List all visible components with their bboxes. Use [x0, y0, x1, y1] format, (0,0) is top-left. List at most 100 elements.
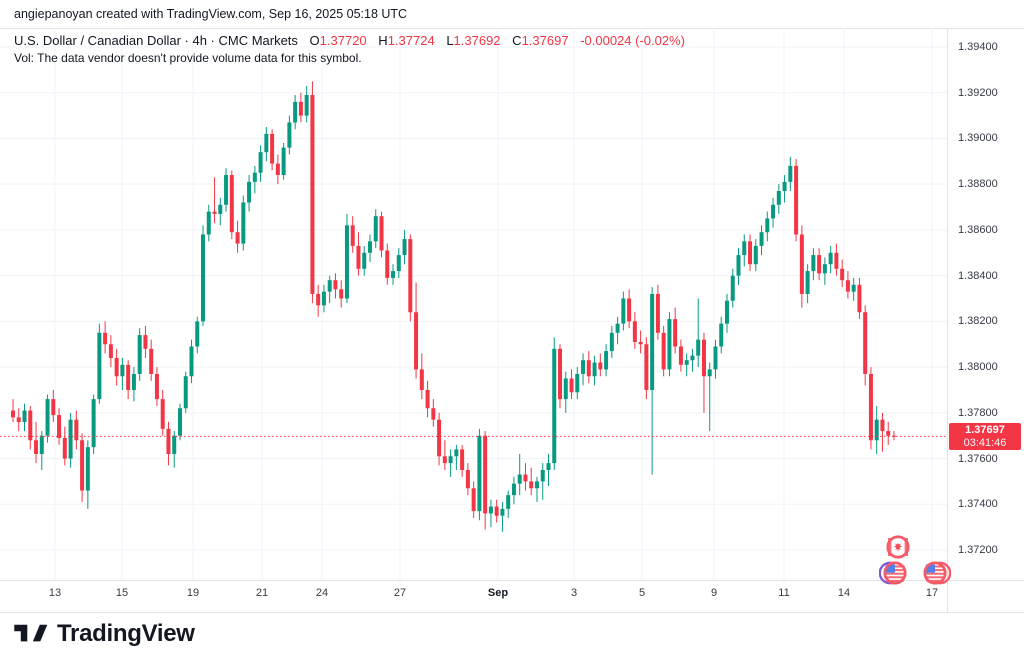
candle — [845, 271, 850, 299]
price-tick-label: 1.38200 — [958, 315, 998, 328]
price-axis[interactable]: 1.39400 1.39200 1.39000 1.38800 1.38600 1.384… — [948, 28, 1024, 580]
candle — [183, 371, 188, 413]
candle — [857, 277, 862, 320]
candle — [206, 204, 211, 242]
candle — [511, 476, 516, 505]
us-flag-icon — [878, 557, 911, 594]
candle — [16, 408, 21, 432]
candle — [91, 394, 96, 454]
candle — [868, 367, 873, 450]
candle — [425, 380, 430, 418]
candle — [143, 325, 148, 358]
candle — [759, 225, 764, 256]
low-label: L — [446, 33, 454, 48]
candle — [771, 197, 776, 228]
candle — [396, 248, 401, 278]
candle — [506, 490, 511, 518]
price-tick-label: 1.37600 — [958, 452, 998, 465]
candle — [454, 444, 459, 470]
candle — [874, 405, 879, 454]
price-tick-label: 1.38600 — [958, 223, 998, 236]
candle — [788, 156, 793, 192]
time-tick-label: 24 — [315, 587, 329, 599]
candle — [627, 289, 632, 329]
candle — [131, 367, 136, 402]
candle — [724, 293, 729, 333]
candle — [477, 428, 482, 521]
candle — [483, 431, 488, 530]
candle — [822, 257, 827, 285]
time-axis[interactable]: 13 15 19 21 24 27 Sep 3 5 9 11 14 17 — [0, 580, 1024, 612]
candle — [339, 280, 344, 308]
candle — [828, 245, 833, 274]
price-tick-label: 1.38800 — [958, 178, 998, 191]
top-divider — [0, 28, 1024, 29]
candle — [97, 323, 102, 404]
candle — [172, 431, 177, 468]
candle — [247, 175, 252, 212]
tradingview-logo[interactable]: TradingView — [14, 620, 195, 648]
candle — [62, 426, 67, 466]
candle — [776, 184, 781, 214]
close-label: C — [512, 33, 522, 48]
candle — [736, 248, 741, 285]
candle — [644, 337, 649, 400]
candle — [460, 444, 465, 477]
candle — [419, 353, 424, 400]
time-tick-label: 19 — [186, 587, 200, 599]
candles-series — [11, 81, 896, 532]
time-tick-label: 15 — [115, 587, 129, 599]
candle — [212, 177, 217, 224]
candle — [287, 115, 292, 155]
candle — [609, 325, 614, 358]
candle — [638, 330, 643, 354]
candle — [540, 463, 545, 500]
symbol-title[interactable]: U.S. Dollar / Canadian Dollar · 4h · CMC… — [14, 33, 298, 48]
candle — [350, 216, 355, 253]
candle — [690, 348, 695, 372]
candle — [488, 499, 493, 528]
candle — [667, 312, 672, 377]
candle — [719, 316, 724, 354]
high-value: 1.37724 — [387, 33, 435, 48]
price-tick-label: 1.37400 — [958, 498, 998, 511]
candle — [126, 360, 131, 400]
candle — [581, 353, 586, 386]
symbol-legend: U.S. Dollar / Canadian Dollar · 4h · CMC… — [14, 33, 685, 48]
candle — [713, 339, 718, 379]
candle — [344, 213, 349, 304]
time-tick-label: 3 — [570, 587, 578, 599]
price-tick-label: 1.38400 — [958, 269, 998, 282]
candle — [730, 268, 735, 308]
candle — [28, 405, 33, 450]
candle — [224, 168, 229, 212]
candle — [500, 501, 505, 532]
open-value: 1.37720 — [319, 33, 367, 48]
volume-message: Vol: The data vendor doesn't provide vol… — [14, 51, 362, 65]
candle — [701, 332, 706, 413]
candle — [275, 154, 280, 185]
candle — [886, 421, 891, 445]
candle — [114, 348, 119, 386]
candle — [523, 463, 528, 491]
candle — [373, 209, 378, 249]
candle — [575, 367, 580, 400]
candle — [270, 129, 275, 171]
candle — [753, 239, 758, 272]
candle — [650, 287, 655, 475]
open-label: O — [309, 33, 320, 48]
bar-countdown: 03:41:46 — [963, 437, 1007, 449]
candle — [678, 339, 683, 372]
candle — [103, 321, 108, 354]
candle — [586, 351, 591, 384]
candle — [880, 412, 885, 452]
candle — [621, 291, 626, 331]
candle — [362, 245, 367, 276]
candle — [615, 316, 620, 345]
candle — [166, 421, 171, 466]
candle — [51, 389, 56, 422]
time-tick-label: 27 — [393, 587, 407, 599]
candle — [45, 394, 50, 443]
